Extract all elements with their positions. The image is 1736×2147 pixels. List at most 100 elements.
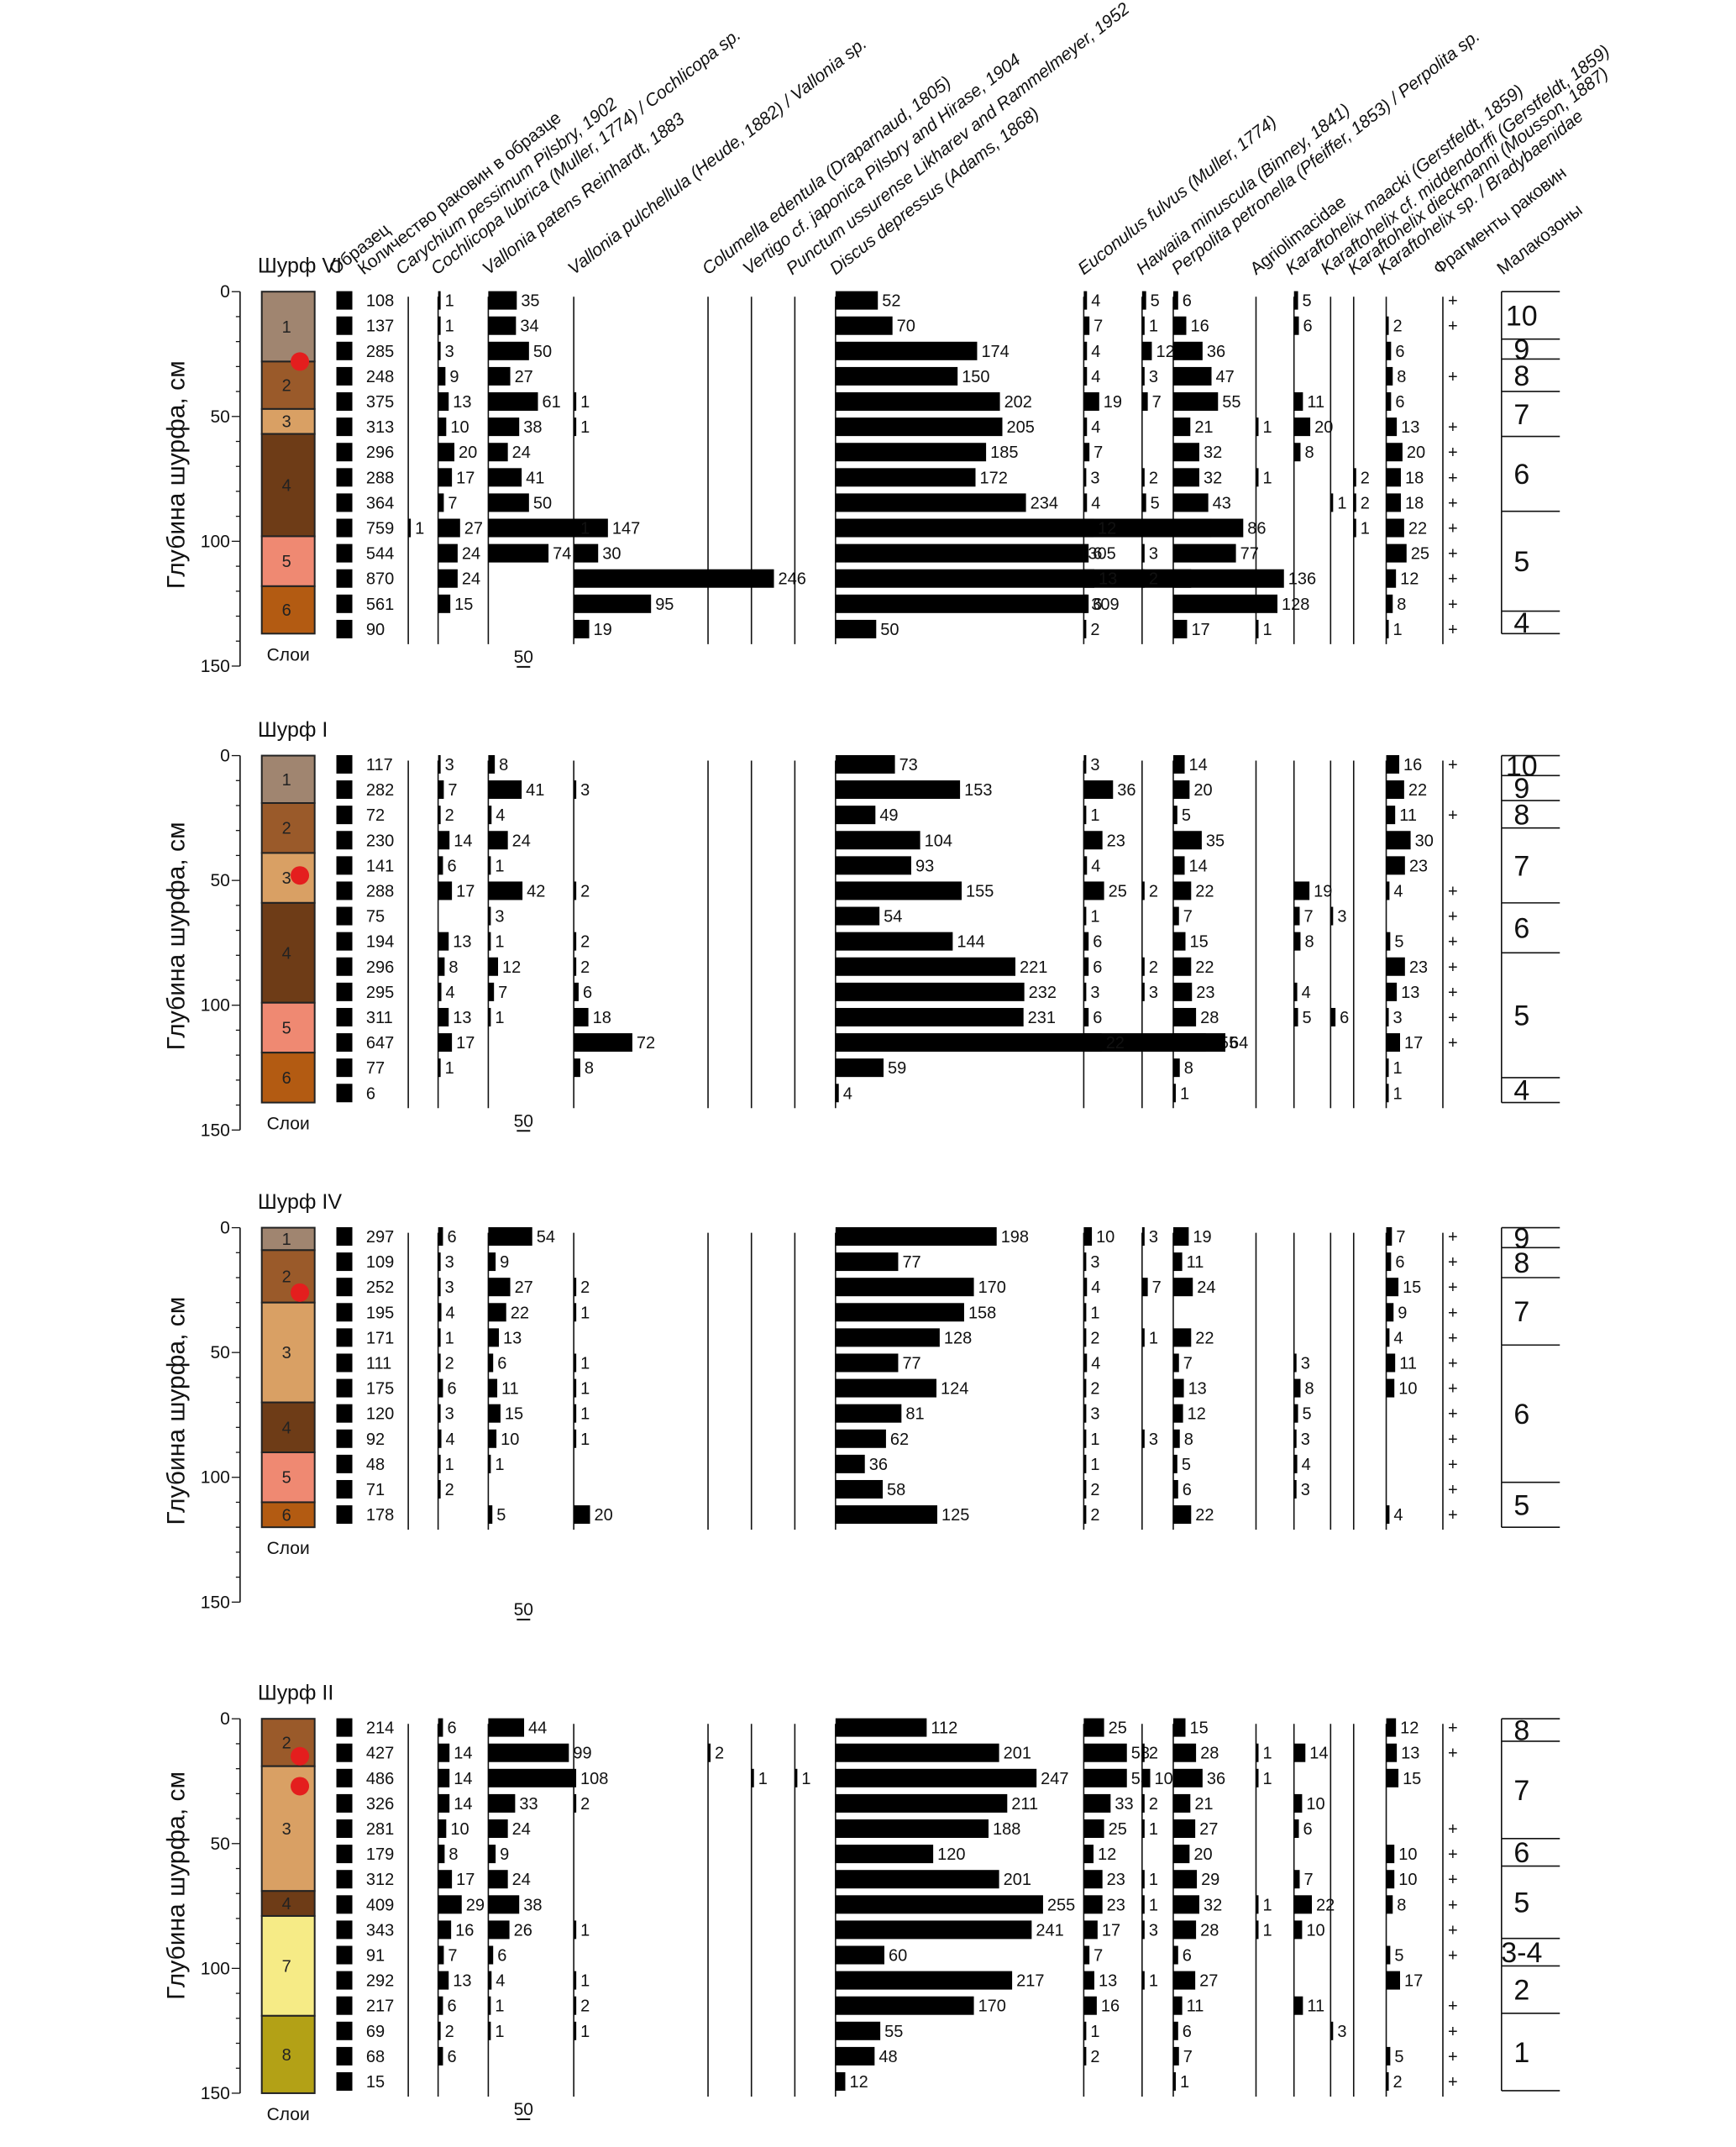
species-bar <box>1293 417 1311 437</box>
species-bar <box>488 1429 497 1448</box>
sample-marker-box <box>336 1429 353 1448</box>
species-value-label: 8 <box>1304 933 1314 952</box>
species-value-label: 246 <box>779 570 806 589</box>
layers-label: Слои <box>267 1115 310 1134</box>
species-value-label: 3 <box>1301 1481 1310 1499</box>
species-value-label: 28 <box>1200 1745 1219 1763</box>
species-value-label: 7 <box>1396 1228 1405 1247</box>
species-bar <box>751 1768 754 1787</box>
sample-marker-box <box>336 1084 353 1103</box>
species-bar <box>1386 1353 1396 1373</box>
species-value-label: 3 <box>1301 1354 1310 1373</box>
species-bar <box>438 1920 452 1940</box>
species-value-label: 6 <box>447 1719 456 1738</box>
species-bar <box>488 1945 494 1965</box>
species-value-label: 4 <box>1091 1278 1100 1297</box>
depth-tick-label: 150 <box>201 1593 230 1612</box>
species-value-label: 23 <box>1196 984 1214 1002</box>
species-bar <box>835 1278 974 1297</box>
species-bar <box>438 1718 443 1737</box>
species-value-label: 2 <box>580 1795 590 1814</box>
species-bar <box>1083 1819 1104 1839</box>
species-value-label: 6 <box>447 1228 456 1247</box>
species-bar <box>1141 1895 1145 1914</box>
species-bar <box>1083 2046 1087 2066</box>
sample-shell-count: 295 <box>366 984 394 1002</box>
species-value-label: 25 <box>1109 882 1127 900</box>
species-value-label: 188 <box>993 1820 1020 1839</box>
depth-tick-label: 100 <box>201 1959 230 1978</box>
sample-marker-box <box>336 982 353 1001</box>
species-bar <box>488 1278 511 1297</box>
malacozone-label: 7 <box>1513 850 1529 882</box>
species-value-label: 35 <box>521 292 539 311</box>
species-bar <box>438 1743 450 1762</box>
species-value-label: 1 <box>415 520 424 538</box>
sample-marker <box>291 1777 310 1796</box>
species-bar <box>1141 982 1145 1001</box>
lithology-layer-label: 4 <box>282 1895 291 1913</box>
species-bar <box>488 543 549 563</box>
species-value-label: 6 <box>497 1354 506 1373</box>
species-value-label: 36 <box>869 1456 888 1474</box>
species-value-label: 12 <box>1098 1845 1116 1864</box>
species-value-label: 27 <box>515 1278 533 1297</box>
malacozone-label: 2 <box>1513 1975 1529 2007</box>
scale-bar-label: 50 <box>514 2100 533 2119</box>
species-value-label: 6 <box>1093 958 1102 977</box>
species-bar <box>438 1007 449 1026</box>
species-bar <box>1386 1007 1389 1026</box>
profile-title: Шурф IV <box>258 1190 342 1214</box>
fragment-mark: + <box>1448 596 1458 614</box>
species-value-label: 150 <box>962 368 989 386</box>
species-bar <box>1172 1895 1199 1914</box>
species-bar <box>1386 1084 1389 1103</box>
species-bar <box>1172 619 1188 638</box>
species-value-label: 3 <box>1090 1405 1099 1424</box>
species-bar <box>1141 957 1145 976</box>
species-bar <box>1386 806 1396 825</box>
species-bar <box>835 594 1088 613</box>
sample-shell-count: 141 <box>366 857 394 875</box>
species-bar <box>1172 1033 1225 1053</box>
species-bar <box>438 1845 445 1864</box>
species-value-label: 202 <box>1004 393 1032 412</box>
species-value-label: 22 <box>1195 882 1214 900</box>
sample-marker-box <box>336 1454 353 1473</box>
species-bar <box>488 856 491 875</box>
species-value-label: 7 <box>1303 1871 1313 1889</box>
species-bar <box>438 1479 441 1499</box>
species-bar <box>1141 569 1145 588</box>
species-value-label: 7 <box>1183 2048 1193 2066</box>
species-value-label: 27 <box>515 368 533 386</box>
species-bar <box>835 1845 934 1864</box>
sample-shell-count: 15 <box>366 2073 385 2092</box>
species-bar <box>1172 1971 1196 1990</box>
species-bar <box>438 1058 441 1078</box>
species-value-label: 1 <box>445 1329 454 1347</box>
sample-marker-box <box>336 2072 353 2092</box>
malacozone-label: 7 <box>1513 399 1529 431</box>
species-value-label: 5 <box>1394 1947 1403 1966</box>
species-value-label: 7 <box>448 494 457 512</box>
sample-marker-box <box>336 1033 353 1053</box>
species-bar <box>1083 1845 1094 1864</box>
species-bar <box>835 569 1192 588</box>
depth-tick-label: 50 <box>210 1343 229 1362</box>
species-bar <box>488 1505 493 1525</box>
species-value-label: 6 <box>1183 1947 1192 1966</box>
species-bar <box>835 468 976 487</box>
fragment-mark: + <box>1448 1278 1458 1297</box>
species-bar <box>1172 957 1192 976</box>
species-value-label: 2 <box>1149 882 1158 900</box>
species-bar <box>488 1353 494 1373</box>
species-bar <box>1386 468 1401 487</box>
depth-tick-label: 100 <box>201 1468 230 1488</box>
species-bar <box>1293 1454 1298 1473</box>
species-bar <box>488 1226 532 1246</box>
species-bar <box>1083 754 1087 774</box>
species-value-label: 4 <box>496 806 505 825</box>
species-bar <box>438 1971 449 1990</box>
species-bar <box>1386 1033 1401 1053</box>
species-bar <box>1172 1278 1193 1297</box>
